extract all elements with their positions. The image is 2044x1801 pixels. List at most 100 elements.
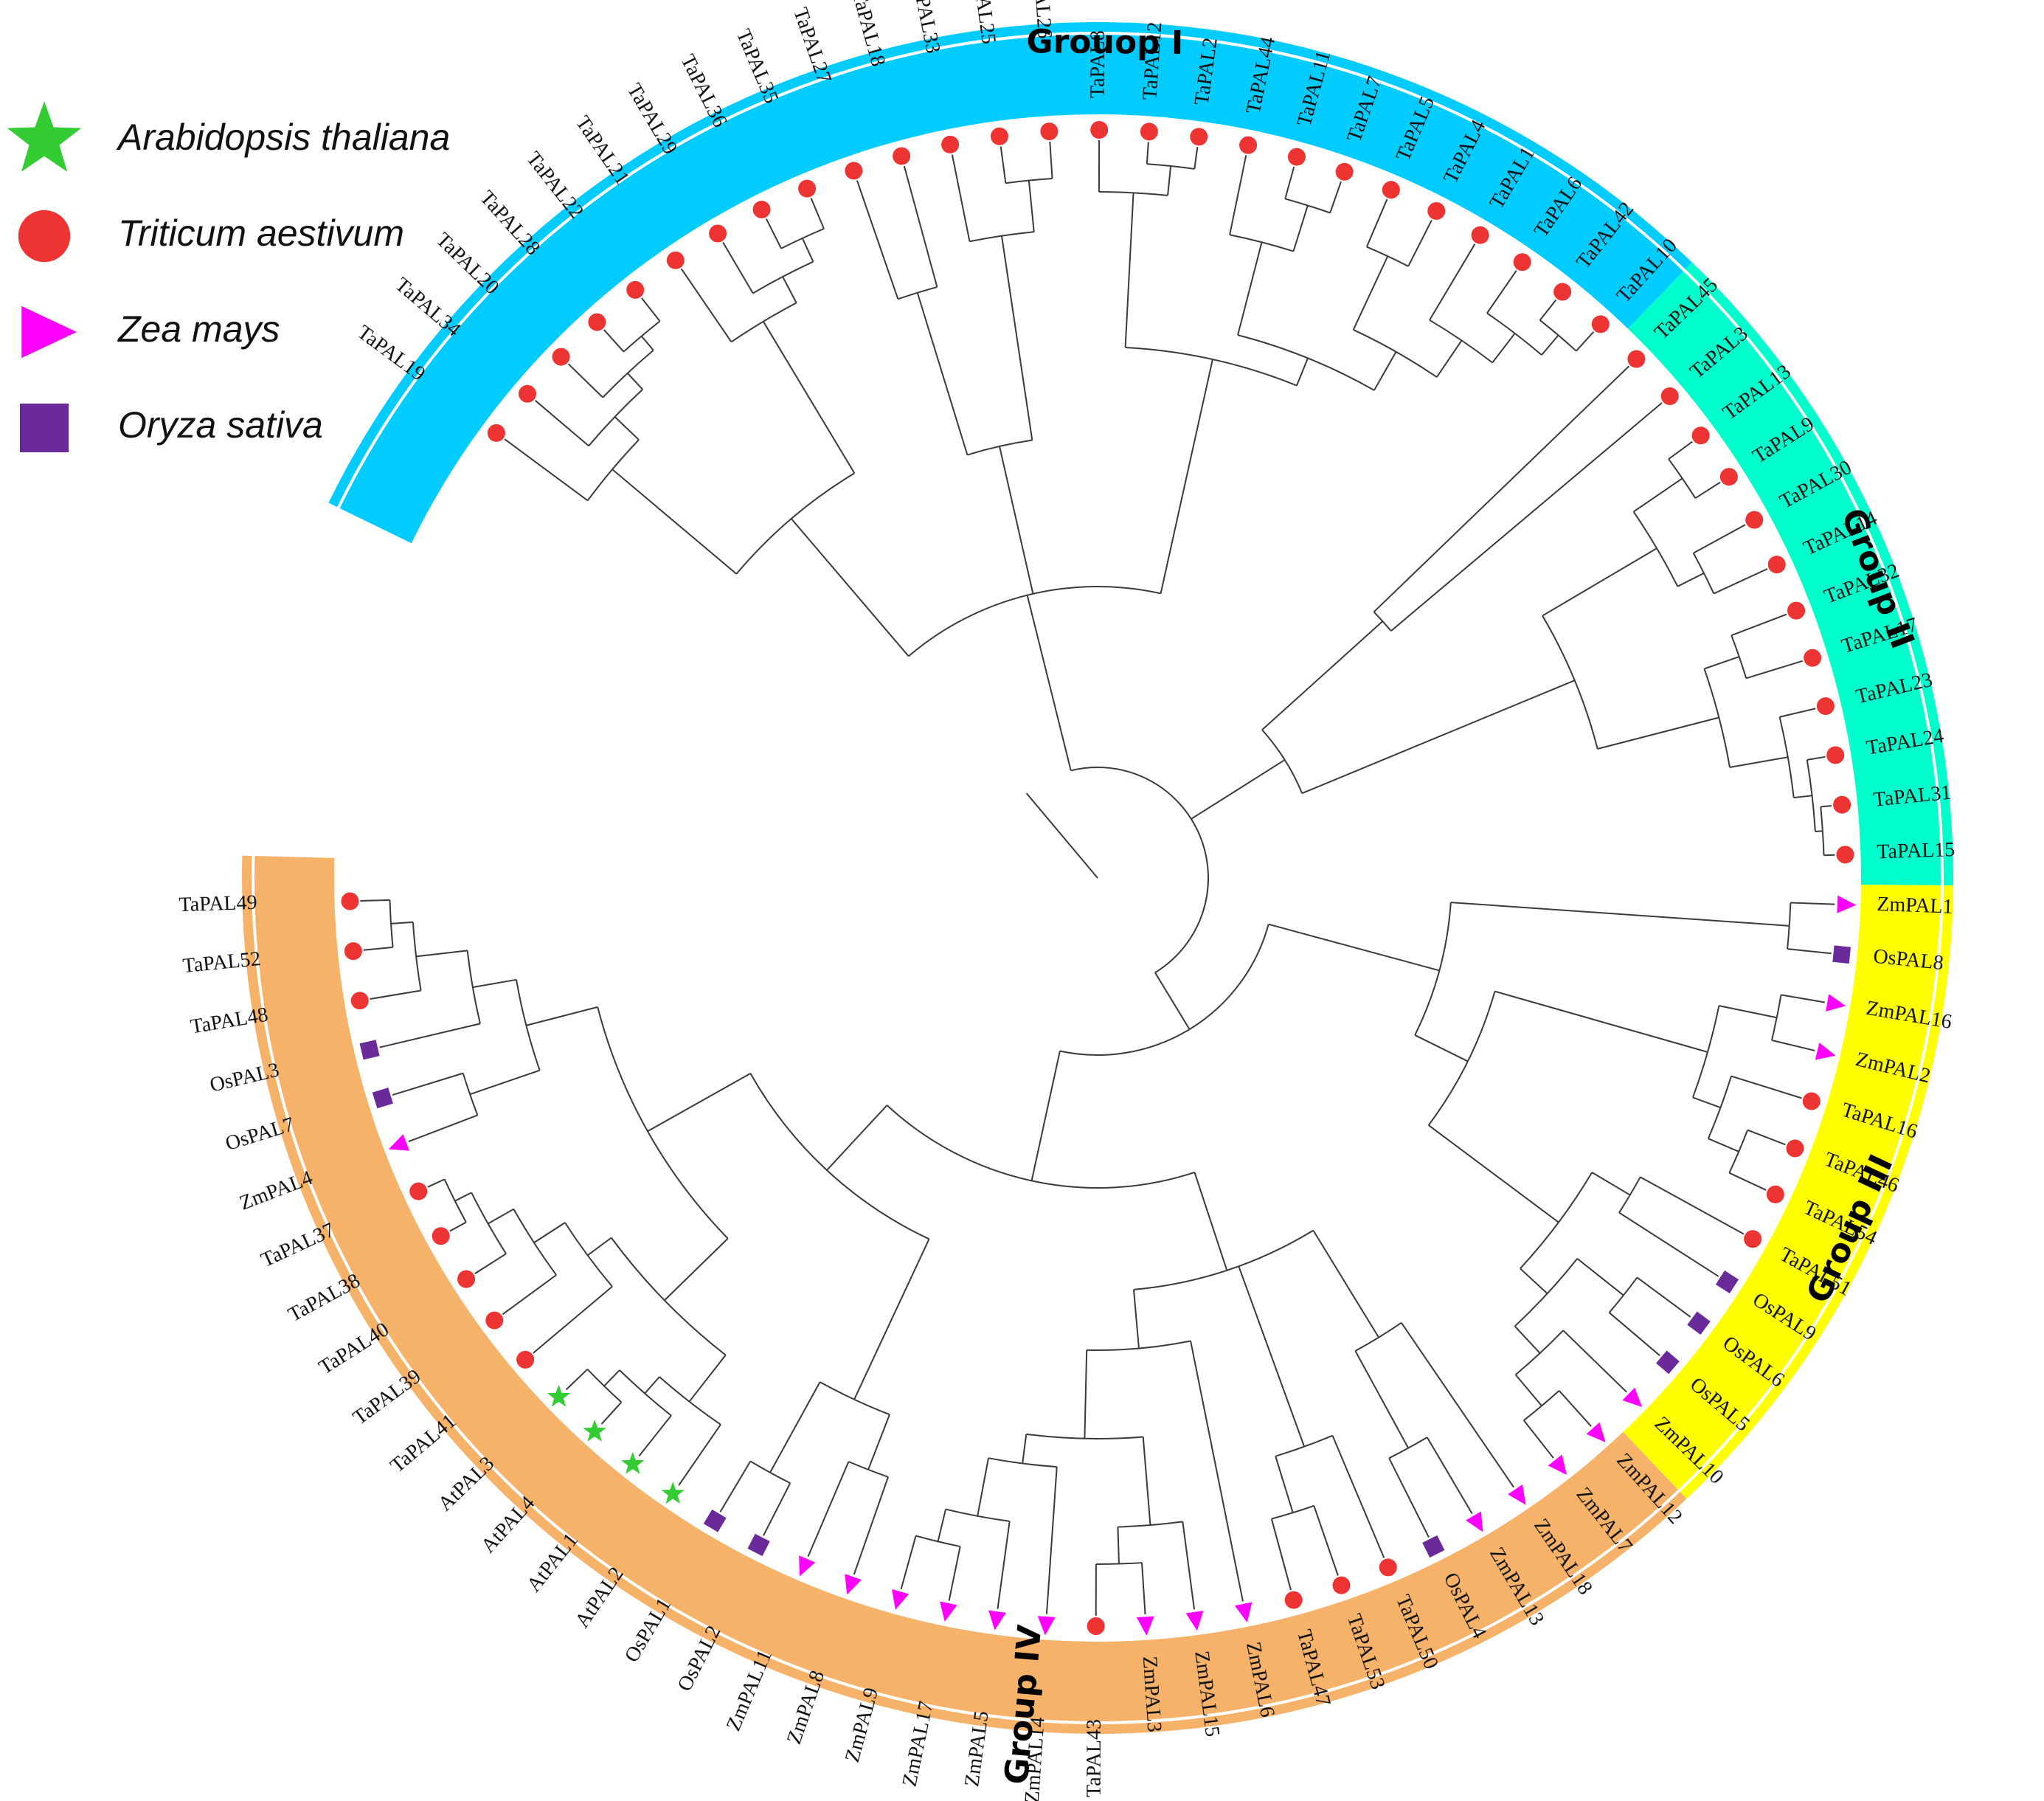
leaf-marker-TaPAL33 bbox=[941, 135, 960, 153]
clade-arc bbox=[988, 1457, 1057, 1468]
clade-stem bbox=[390, 921, 413, 924]
leaf-branch-TaPAL11 bbox=[1284, 166, 1295, 199]
leaf-marker-TaPAL1 bbox=[1471, 226, 1489, 244]
clade-stem bbox=[1191, 759, 1286, 820]
group-band-2 bbox=[1627, 262, 1953, 886]
clade-stem bbox=[526, 1006, 598, 1026]
leaf-branch-TaPAL3 bbox=[1390, 402, 1663, 632]
clade-stem bbox=[1026, 595, 1072, 771]
leaf-marker-TaPAL31 bbox=[1833, 795, 1851, 814]
tree-branches bbox=[360, 140, 1835, 1616]
leaf-branch-AtPAL3 bbox=[565, 1369, 589, 1391]
leaf-marker-OsPAL4 bbox=[1422, 1535, 1445, 1558]
red-circle-icon bbox=[18, 210, 71, 263]
legend-label-1: Arabidopsis thaliana bbox=[116, 117, 450, 158]
clade-stem bbox=[1633, 477, 1683, 513]
leaf-marker-TaPAL14 bbox=[1767, 556, 1786, 574]
clade-stem bbox=[415, 950, 468, 958]
leaf-branch-TaPAL10 bbox=[1576, 331, 1595, 352]
leaf-marker-TaPAL34 bbox=[518, 384, 536, 403]
leaf-branch-ZmPAL14 bbox=[1045, 1467, 1058, 1614]
clade-stem bbox=[1237, 242, 1263, 336]
leaf-branch-TaPAL4 bbox=[1407, 219, 1432, 267]
clade-stem bbox=[1793, 795, 1812, 799]
leaf-branch-OsPAL4 bbox=[1388, 1457, 1430, 1538]
legend: Arabidopsis thaliana Triticum aestivum Zea… bbox=[7, 101, 450, 452]
leaf-branch-TaPAL51 bbox=[1640, 1176, 1745, 1235]
leaf-branch-OsPAL6 bbox=[1636, 1276, 1691, 1318]
leaf-marker-TaPAL40 bbox=[457, 1270, 476, 1288]
leaf-label-TaPAL27: TaPAL27 bbox=[789, 4, 836, 86]
clade-stem bbox=[1354, 1350, 1410, 1449]
leaf-branch-TaPAL12 bbox=[1146, 142, 1149, 165]
leaf-marker-OsPAL6 bbox=[1687, 1311, 1711, 1335]
leaf-marker-OsPAL2 bbox=[747, 1533, 770, 1557]
leaf-marker-TaPAL46 bbox=[1786, 1139, 1804, 1158]
leaf-marker-ZmPAL10 bbox=[1622, 1387, 1643, 1407]
leaf-branch-TaPAL40 bbox=[474, 1253, 507, 1274]
leaf-branch-TaPAL2 bbox=[1194, 147, 1199, 170]
leaf-marker-TaPAL23 bbox=[1816, 697, 1835, 716]
leaf-marker-OsPAL9 bbox=[1715, 1270, 1739, 1294]
leaf-branch-TaPAL52 bbox=[363, 946, 393, 951]
leaf-branch-ZmPAL11 bbox=[807, 1461, 850, 1558]
clade-arc bbox=[1005, 177, 1053, 184]
leaf-marker-TaPAL41 bbox=[516, 1350, 535, 1369]
leaf-marker-TaPAL43 bbox=[1087, 1617, 1105, 1635]
clade-stem bbox=[626, 373, 643, 390]
clade-stem bbox=[1450, 902, 1790, 927]
leaf-marker-TaPAL44 bbox=[1239, 136, 1258, 154]
clade-stem bbox=[603, 1369, 620, 1387]
leaf-marker-OsPAL7 bbox=[372, 1088, 393, 1109]
clade-arc bbox=[1728, 1130, 1749, 1174]
leaf-label-TaPAL15: TaPAL15 bbox=[1877, 838, 1955, 863]
leaf-label-TaPAL12: TaPAL12 bbox=[1138, 21, 1166, 101]
clade-arc bbox=[780, 228, 825, 249]
leaf-marker-OsPAL8 bbox=[1832, 945, 1851, 964]
legend-label-4: Oryza sativa bbox=[118, 404, 323, 446]
leaf-marker-TaPAL17 bbox=[1804, 649, 1822, 667]
clade-stem bbox=[1520, 1268, 1548, 1294]
leaf-marker-TaPAL36 bbox=[752, 201, 771, 219]
leaf-branch-OsPAL8 bbox=[1787, 948, 1832, 955]
leaf-label-TaPAL49: TaPAL49 bbox=[179, 891, 257, 916]
clade-stem bbox=[790, 518, 910, 657]
leaf-marker-ZmPAL5 bbox=[988, 1610, 1006, 1631]
leaf-branch-TaPAL32 bbox=[1731, 613, 1787, 637]
clade-stem bbox=[1373, 351, 1397, 391]
leaf-branch-TaPAL9 bbox=[1694, 481, 1721, 499]
clade-stem bbox=[977, 1458, 989, 1516]
clade-stem bbox=[1597, 716, 1719, 750]
leaf-label-TaPAL34: TaPAL34 bbox=[391, 273, 465, 341]
leaf-branch-TaPAL47 bbox=[1270, 1518, 1292, 1591]
leaf-marker-TaPAL3 bbox=[1660, 387, 1679, 405]
leaf-marker-ZmPAL3 bbox=[1136, 1616, 1154, 1636]
leaf-marker-AtPAL2 bbox=[661, 1482, 685, 1504]
leaf-label-ZmPAL4: ZmPAL4 bbox=[237, 1166, 316, 1215]
clade-stem bbox=[1030, 1051, 1061, 1181]
leaf-branch-TaPAL48 bbox=[370, 989, 421, 1000]
leaf-label-ZmPAL3: ZmPAL3 bbox=[1138, 1656, 1166, 1733]
leaf-marker-ZmPAL4 bbox=[388, 1134, 410, 1151]
leaf-marker-TaPAL5 bbox=[1382, 181, 1400, 199]
leaf-marker-AtPAL4 bbox=[583, 1419, 606, 1442]
leaf-branch-TaPAL30 bbox=[1693, 524, 1746, 554]
clade-stem bbox=[1428, 1124, 1559, 1223]
clade-stem bbox=[782, 276, 797, 303]
leaf-branch-TaPAL21 bbox=[680, 268, 732, 343]
leaf-branch-TaPAL6 bbox=[1486, 270, 1517, 314]
leaf-label-TaPAL26: TaPAL26 bbox=[1028, 0, 1056, 39]
clade-stem bbox=[1677, 572, 1705, 587]
leaf-markers bbox=[341, 121, 1857, 1636]
leaf-branch-ZmPAL18 bbox=[1400, 1322, 1514, 1488]
leaf-branch-TaPAL28 bbox=[603, 329, 625, 353]
clade-arc bbox=[586, 1369, 623, 1403]
leaf-label-TaPAL41: TaPAL41 bbox=[386, 1410, 460, 1478]
leaf-marker-ZmPAL15 bbox=[1185, 1611, 1204, 1631]
clade-stem bbox=[1708, 1138, 1739, 1152]
clade-stem bbox=[1704, 656, 1740, 670]
leaf-branch-TaPAL41 bbox=[533, 1285, 613, 1354]
clade-stem bbox=[853, 1238, 930, 1400]
leaf-marker-ZmPAL7 bbox=[1548, 1454, 1567, 1475]
leaf-branch-ZmPAL2 bbox=[1771, 1039, 1815, 1051]
